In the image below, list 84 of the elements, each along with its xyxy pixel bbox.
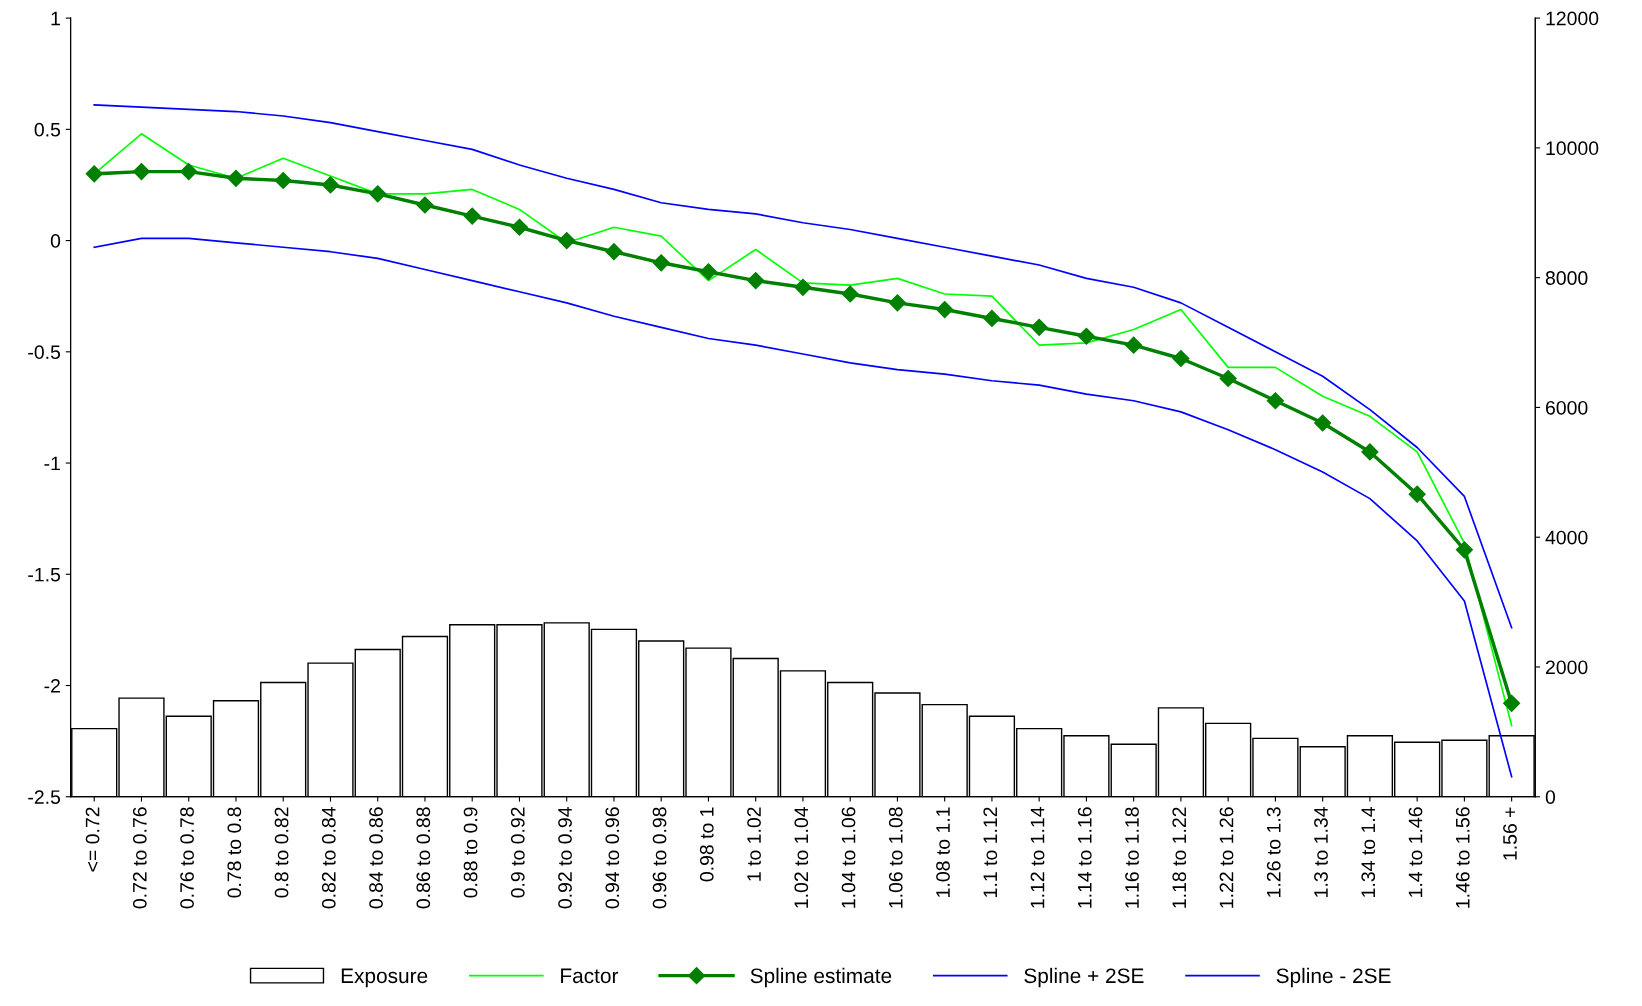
x-tick-label: 1.26 to 1.3 [1266,807,1281,897]
x-tick-label: 0.86 to 0.88 [416,807,431,909]
point [1172,349,1190,368]
x-tick-label: 1 to 1.02 [747,807,761,881]
x-tick-label: 1.22 to 1.26 [1219,807,1234,908]
x-tick-label: 0.98 to 1 [699,807,714,882]
y2-tick-label: 10000 [1546,141,1599,156]
x-tick-label: <= 0.72 [85,807,100,872]
point [888,294,906,312]
x-tick-label: 1.04 to 1.06 [841,807,856,908]
x-tick-label: 0.94 to 0.96 [605,807,620,909]
x-tick-label: 0.76 to 0.78 [180,807,194,909]
x-tick-label: 1.4 to 1.46 [1408,807,1423,897]
x-tick-label: 1.12 to 1.14 [1030,807,1045,908]
line-series [93,237,1513,778]
point [227,169,245,187]
point [85,165,103,183]
point [1219,369,1237,388]
x-tick-label: 0.9 to 0.92 [510,807,525,898]
y2-tick-label: 12000 [1546,11,1599,26]
point [510,218,529,236]
legend-label: Exposure [341,968,428,988]
point [558,232,576,250]
legend-label: Spline estimate [750,967,892,988]
point [699,263,717,281]
x-tick-label: 0.96 to 0.98 [652,807,667,909]
point [983,309,1001,327]
y-tick-label: 1 [51,11,60,26]
y2-tick-label: 6000 [1545,400,1588,415]
x-tick-label: 1.02 to 1.04 [794,807,809,908]
y-tick-label: -1.5 [28,567,61,582]
legend-label: Spline - 2SE [1276,967,1391,988]
point [1314,414,1332,432]
point [132,163,151,181]
x-tick-label: 1.34 to 1.4 [1361,807,1376,897]
point [180,163,198,181]
point [416,196,434,214]
point [1030,318,1048,336]
x-tick-label: 1.06 to 1.08 [888,807,903,908]
point [1361,443,1379,461]
point [369,185,387,203]
point [1077,327,1095,345]
legend-label: Factor [561,968,619,984]
point [1503,694,1521,712]
y-tick-label: -2 [44,678,60,693]
y2-tick-label: 4000 [1545,530,1588,545]
point [1408,485,1426,503]
x-tick-label: 0.88 to 0.9 [463,807,478,898]
point [1266,392,1284,410]
x-tick-label: 0.92 to 0.94 [558,807,572,909]
point [1125,336,1143,354]
point [1455,541,1473,559]
point [274,171,292,190]
point [841,285,859,303]
point [463,207,481,225]
point [652,254,670,272]
point [747,272,765,290]
point [321,176,340,194]
x-tick-label: 0.84 to 0.86 [369,807,383,909]
x-tick-label: 1.56 + [1503,807,1517,860]
point [936,300,954,319]
point [605,243,623,261]
x-tick-label: 0.8 to 0.82 [274,807,289,898]
y2-tick-label: 0 [1545,790,1556,804]
x-tick-label: 1.3 to 1.34 [1314,807,1328,897]
x-tick-label: 0.82 to 0.84 [321,807,336,909]
point [794,278,812,296]
x-tick-label: 1.16 to 1.18 [1125,807,1139,908]
line-series [93,104,1513,629]
x-tick-label: 0.72 to 0.76 [132,807,147,909]
y-tick-label: 0 [50,234,61,248]
x-tick-label: 0.78 to 0.8 [227,807,242,898]
y2-tick-label: 8000 [1545,271,1588,285]
x-tick-label: 1.14 to 1.16 [1077,807,1092,908]
x-tick-label: 1.18 to 1.22 [1172,807,1187,908]
y-tick-label: 0.5 [34,122,61,137]
y-tick-label: -2.5 [28,790,61,804]
x-tick-label: 1.08 to 1.1 [936,807,950,897]
y-tick-label: -1 [44,456,60,471]
y-tick-label: -0.5 [28,345,61,360]
y2-tick-label: 2000 [1545,660,1588,675]
legend-label: Spline + 2SE [1024,967,1144,988]
x-tick-label: 1.1 to 1.12 [983,807,998,897]
x-tick-label: 1.46 to 1.56 [1455,807,1470,908]
